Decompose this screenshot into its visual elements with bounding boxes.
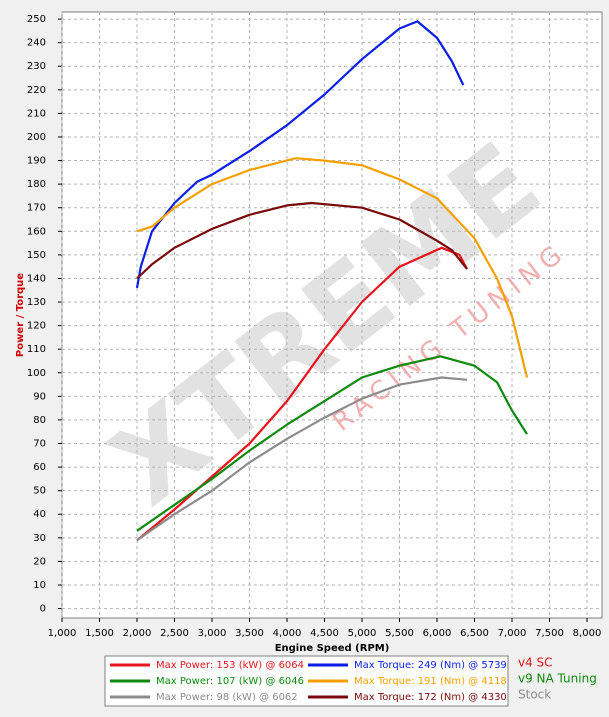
y-tick-label: 180 [27,179,46,190]
legend-label: Max Torque: 249 (Nm) @ 5739 [354,660,507,671]
y-tick-label: 130 [27,297,46,308]
legend-label: Max Power: 107 (kW) @ 6046 [156,676,304,687]
legend-label: Max Torque: 172 (Nm) @ 4330 [354,692,507,703]
series-line [136,201,468,280]
y-tick-label: 160 [27,226,46,237]
y-tick-label: 120 [27,321,46,332]
y-tick-label: 0 [40,604,46,615]
y-tick-label: 110 [27,344,46,355]
x-axis-label: Engine Speed (RPM) [275,643,390,654]
y-tick-label: 20 [33,556,46,567]
x-tick-label: 2,500 [160,628,189,639]
y-tick-label: 140 [27,273,46,284]
series-line [135,20,465,289]
x-tick-label: 6,500 [460,628,489,639]
group-label: v4 SC [518,656,553,670]
y-tick-label: 240 [27,38,46,49]
y-tick-label: 70 [33,439,46,450]
x-tick-label: 5,000 [348,628,377,639]
x-tick-label: 5,500 [385,628,414,639]
x-tick-label: 7,000 [498,628,527,639]
y-tick-label: 210 [27,108,46,119]
x-tick-label: 1,500 [85,628,114,639]
x-tick-label: 6,000 [423,628,452,639]
x-tick-label: 2,000 [123,628,152,639]
y-tick-label: 100 [27,368,46,379]
y-tick-label: 220 [27,85,46,96]
legend [104,655,509,707]
series-line [136,355,528,532]
group-label: Stock [518,688,551,702]
series-line [136,376,468,542]
group-label: v9 NA Tuning [518,672,597,686]
y-tick-label: 170 [27,203,46,214]
y-tick-label: 230 [27,61,46,72]
legend-label: Max Power: 153 (kW) @ 6064 [156,660,304,671]
x-tick-label: 3,500 [235,628,264,639]
y-tick-label: 90 [33,391,46,402]
legend-label: Max Torque: 191 (Nm) @ 4118 [354,676,507,687]
y-tick-label: 60 [33,462,46,473]
y-tick-label: 200 [27,132,46,143]
x-tick-label: 4,500 [310,628,339,639]
y-tick-label: 40 [33,509,46,520]
x-tick-label: 4,000 [273,628,302,639]
y-tick-label: 250 [27,14,46,25]
y-tick-label: 150 [27,250,46,261]
x-tick-label: 1,000 [48,628,77,639]
x-tick-label: 3,000 [198,628,227,639]
x-tick-label: 7,500 [535,628,564,639]
y-tick-label: 190 [27,156,46,167]
y-tick-label: 80 [33,415,46,426]
y-tick-label: 10 [33,580,46,591]
legend-label: Max Power: 98 (kW) @ 6062 [156,692,298,703]
y-tick-label: 50 [33,486,46,497]
y-tick-label: 30 [33,533,46,544]
series-line [136,157,529,378]
x-tick-label: 8,000 [573,628,602,639]
y-axis-label: Power / Torque [15,273,26,357]
